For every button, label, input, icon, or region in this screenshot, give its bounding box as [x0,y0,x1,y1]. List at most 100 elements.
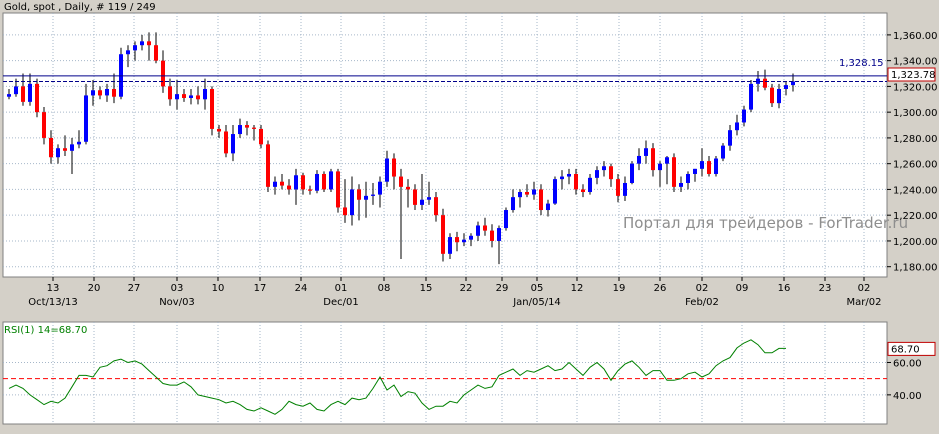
candle-body [252,127,256,129]
candle-body [749,83,753,110]
candle-body [490,230,494,241]
time-axis-label: 27 [128,283,141,294]
candle-body [602,166,606,171]
candle-body [518,192,522,198]
rsi-axis-label: 40.00 [893,391,922,402]
candle-body [609,166,613,180]
candle-body [637,155,641,164]
candle-body [441,215,445,254]
candle-body [378,181,382,195]
candle-body [7,94,11,97]
candle-body [462,239,466,243]
candle-body [420,199,424,205]
candle-body [784,85,788,89]
current-price-box [887,67,936,82]
candle-body [581,189,585,193]
candle-body [497,228,501,241]
time-axis-label: 24 [295,283,308,294]
candle-body [679,182,683,187]
time-axis-label: 05 [531,283,544,294]
candle-body [777,88,781,104]
candle-body [560,176,564,180]
candle-body [770,87,774,104]
candle-body [273,181,277,187]
candle-body [294,175,298,190]
chart-header: Gold, spot , Daily, # 119 / 249 [4,2,156,13]
time-axis-label: 01 [335,283,348,294]
price-axis-label: 1,320.00 [893,82,938,93]
candle-body [91,90,95,96]
candle-body [350,189,354,216]
candle-body [154,45,158,61]
candle-body [658,163,662,171]
price-axis-label: 1,260.00 [893,160,938,171]
candle-body [721,145,725,159]
candle-body [546,203,550,211]
candle-body [763,78,767,88]
rsi-axis: 40.00 60.00 [887,358,922,402]
time-axis-major-label: Feb/02 [685,297,719,308]
candle-body [392,158,396,177]
candle-body [644,148,648,156]
candle-body [42,112,46,138]
candle-body [70,144,74,151]
time-axis-major-label: Nov/03 [159,297,195,308]
candle-body [231,134,235,154]
rsi-plot-area[interactable] [2,321,888,425]
candle-body [371,194,375,196]
candle-body [98,90,102,96]
candle-body [189,95,193,98]
candle-body [616,179,620,196]
candle-body [742,109,746,123]
time-axis-label: 13 [47,283,60,294]
candle-body [329,171,333,190]
time-axis-label: 02 [696,283,709,294]
candle-body [357,189,361,200]
time-axis-label: 17 [254,283,267,294]
candle-body [504,210,508,229]
candle-body [385,158,389,182]
candle-body [196,95,200,100]
candle-body [315,173,319,191]
candle-body [364,195,368,200]
candle-body [532,189,536,195]
candle-body [126,50,130,55]
candle-body [301,175,305,190]
candle-body [84,95,88,142]
candle-body [210,88,214,129]
time-axis-label: 19 [613,283,626,294]
candle-body [175,94,179,100]
rsi-grid [3,322,887,424]
candle-body [525,192,529,195]
candle-body [651,148,655,171]
candle-body [147,41,151,46]
time-axis-label: 22 [460,283,473,294]
candle-body [63,148,67,151]
price-axis: 1,180.00 1,200.00 1,220.00 1,240.00 1,260.00… [887,31,938,274]
candle-body [217,128,221,132]
time-axis-label: 23 [819,283,832,294]
candle-body [448,237,452,254]
rsi-line [8,339,786,415]
time-axis-label: 26 [654,283,667,294]
candlestick-series [7,32,795,265]
time-axis-label: 15 [420,283,433,294]
candle-body [287,185,291,190]
candle-body [483,225,487,231]
rsi-axis-label: 60.00 [893,358,922,369]
time-axis-label: 16 [778,283,791,294]
candle-body [665,157,669,164]
candle-body [434,197,438,216]
candle-body [588,177,592,193]
candle-body [28,83,32,102]
candle-body [595,170,599,178]
price-axis-label: 1,300.00 [893,108,938,119]
price-axis-label: 1,200.00 [893,237,938,248]
time-axis-label: 29 [496,283,509,294]
time-axis-major-label: Dec/01 [323,297,358,308]
candle-body [700,161,704,169]
candle-body [553,179,557,204]
price-axis-label: 1,180.00 [893,263,938,274]
candle-body [182,94,186,98]
